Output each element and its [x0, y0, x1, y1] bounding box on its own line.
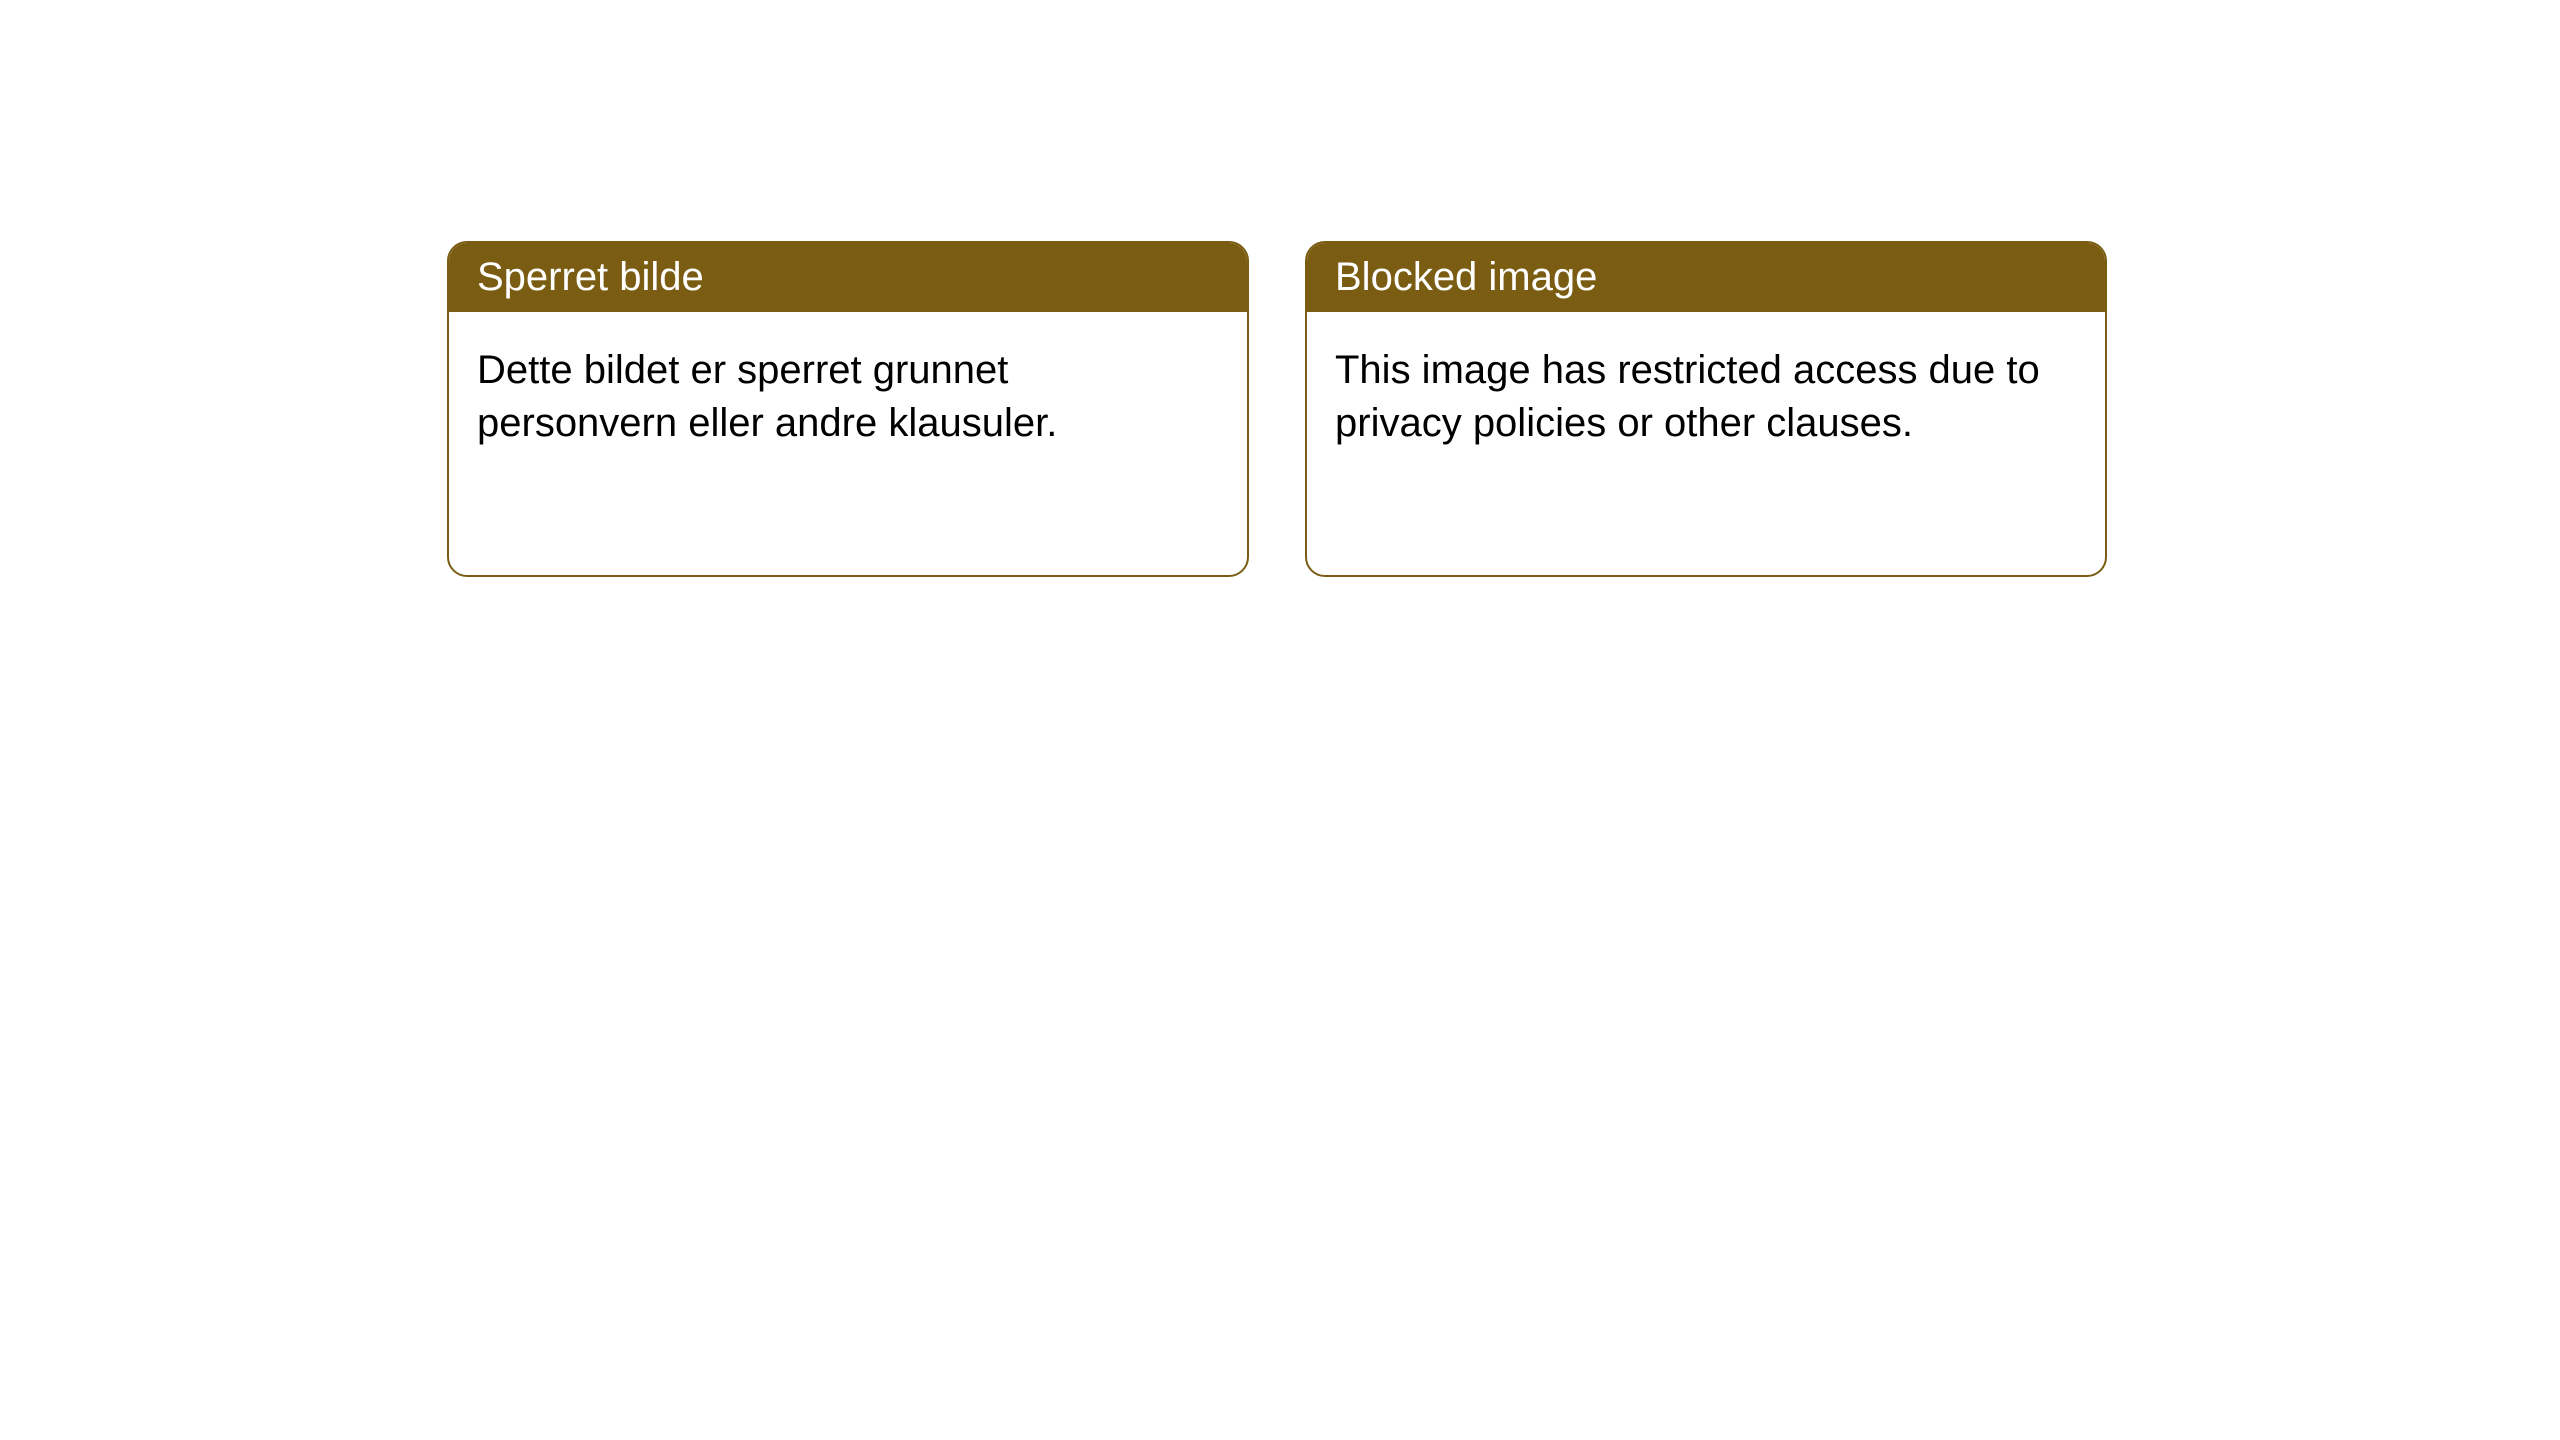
notice-card-english: Blocked image This image has restricted … — [1305, 241, 2107, 577]
notice-header: Blocked image — [1307, 243, 2105, 312]
notice-container: Sperret bilde Dette bildet er sperret gr… — [447, 241, 2107, 577]
notice-header: Sperret bilde — [449, 243, 1247, 312]
notice-body: This image has restricted access due to … — [1307, 312, 2105, 482]
notice-card-norwegian: Sperret bilde Dette bildet er sperret gr… — [447, 241, 1249, 577]
notice-body: Dette bildet er sperret grunnet personve… — [449, 312, 1247, 482]
